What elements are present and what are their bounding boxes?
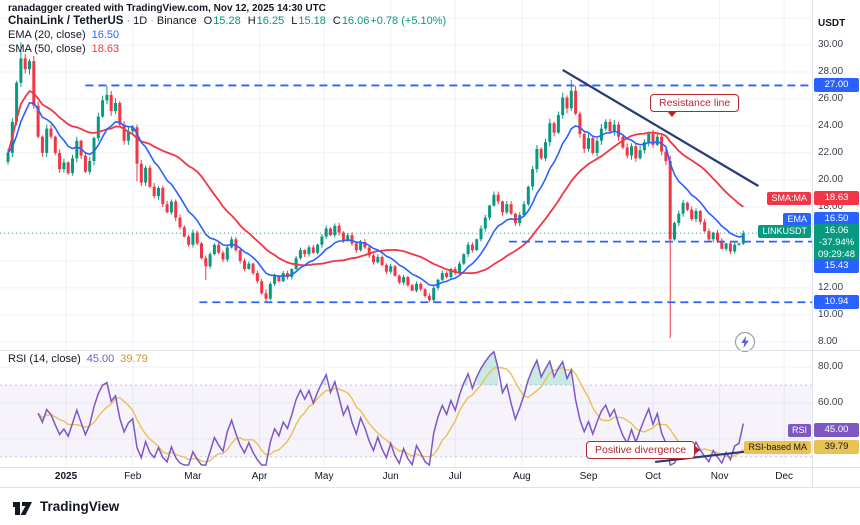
scale-separator (812, 0, 813, 487)
ema-label: EMA (20, close) (8, 29, 86, 41)
price-axis-label: 24.00 (818, 119, 844, 131)
time-axis-label: May (314, 471, 334, 482)
low-value: 15.18 (298, 15, 326, 27)
time-axis-label: Oct (645, 471, 661, 482)
separator-dot: · (150, 15, 154, 27)
series-name-tag: RSI-based MA (744, 440, 811, 454)
series-name-tag: SMA:MA (767, 191, 811, 205)
series-name-tag: LINKUSDT (758, 224, 811, 238)
high-value: 16.25 (256, 15, 285, 27)
symbol-legend-row[interactable]: ChainLink / TetherUS · 1D · Binance O15.28 H16… (8, 15, 446, 28)
price-axis-badge: 15.43 (814, 259, 859, 273)
pane-separator[interactable] (0, 350, 860, 351)
ema-20-line[interactable] (7, 101, 744, 287)
ema-value: 16.50 (91, 29, 120, 41)
sma-value: 18.63 (91, 43, 120, 55)
time-axis-label: Mar (184, 471, 202, 482)
price-axis-badge: 16.50 (814, 212, 859, 226)
positive-divergence-callout[interactable]: Positive divergence (586, 441, 701, 459)
time-axis-label: 2025 (54, 471, 78, 482)
interval-label: 1D (133, 15, 148, 27)
footer-separator (0, 487, 860, 488)
series-name-tag: RSI (787, 423, 811, 437)
price-axis-label: 26.00 (818, 92, 844, 104)
price-axis-badge: 27.00 (814, 78, 859, 93)
rsi-label: RSI (14, close) (8, 353, 81, 365)
ema-legend-row[interactable]: EMA (20, close) 16.50 (8, 29, 446, 42)
price-axis-label: 8.00 (818, 335, 838, 347)
rsi-legend-row[interactable]: RSI (14, close) 45.00 39.79 (8, 353, 148, 365)
rsi-axis-label: 80.00 (818, 360, 844, 372)
price-axis-label: 20.00 (818, 173, 844, 185)
candlestick-chart[interactable] (0, 0, 812, 350)
price-axis-badge: 10.94 (814, 295, 859, 310)
open-label: O (203, 15, 213, 27)
price-axis-label: 22.00 (818, 146, 844, 158)
open-value: 15.28 (213, 15, 241, 27)
rsi-line[interactable] (37, 350, 745, 467)
price-axis-badge: 18.63 (814, 191, 859, 206)
symbol-title: ChainLink / TetherUS (8, 15, 124, 27)
rsi-axis-label: 60.00 (818, 396, 844, 408)
time-axis-label: Jun (382, 471, 399, 482)
footer-bar: TradingView (0, 488, 860, 525)
series-name-tag: EMA (783, 212, 811, 226)
low-label: L (291, 15, 298, 27)
sma-label: SMA (50, close) (8, 43, 86, 55)
price-scale[interactable]: USDT 30.00 28.00 26.00 24.00 22.00 20.00 18.00… (813, 0, 860, 487)
tradingview-logo-icon[interactable] (12, 498, 33, 516)
chart-legend: ChainLink / TetherUS · 1D · Binance O15.28 H16… (8, 15, 446, 57)
change-value: +0.78 (+5.10%) (370, 15, 447, 27)
time-axis-label: Aug (512, 471, 531, 482)
close-value: 16.06 (341, 15, 370, 27)
close-label: C (332, 15, 341, 27)
price-chart-pane[interactable] (0, 0, 812, 350)
price-axis-label: 28.00 (818, 65, 844, 77)
price-axis-label: 30.00 (818, 38, 844, 50)
divergence-trendline[interactable] (655, 448, 761, 464)
price-scale-unit: USDT (818, 18, 846, 29)
rsi-ma-value: 39.79 (120, 353, 148, 365)
sma-50-line[interactable] (7, 89, 744, 275)
high-label: H (247, 15, 256, 27)
price-axis-label: 10.00 (818, 308, 844, 320)
price-axis-badge: 45.00 (814, 423, 859, 437)
time-axis-label: Sep (579, 471, 598, 482)
separator-dot: · (126, 15, 131, 27)
tradingview-logo-text[interactable]: TradingView (40, 499, 120, 514)
price-axis-label: 12.00 (818, 281, 844, 293)
resistance-trendline[interactable] (562, 68, 759, 187)
time-axis-label: Jul (448, 471, 462, 482)
exchange-label: Binance (156, 15, 197, 27)
lightning-bolt (741, 335, 749, 349)
price-axis-label: 18.00 (818, 200, 844, 212)
price-axis-badge: 39.79 (814, 440, 859, 454)
sma-legend-row[interactable]: SMA (50, close) 18.63 (8, 43, 446, 56)
time-axis-label: Feb (124, 471, 142, 482)
rsi-value: 45.00 (86, 353, 115, 365)
axis-separator (0, 467, 860, 468)
time-axis-label: Dec (775, 471, 794, 482)
time-axis-label: Nov (710, 471, 729, 482)
chart-attribution: ranadagger created with TradingView.com,… (8, 3, 326, 14)
time-axis[interactable]: 2025 Feb Mar Apr May Jun Jul Aug Sep Oct Nov Dec (0, 467, 812, 487)
price-axis-badge: 16.06 -37.94% 09:29:48 (814, 224, 859, 262)
candlestick-series (6, 42, 745, 338)
quick-trade-lightning-icon[interactable] (734, 331, 756, 353)
time-axis-label: Apr (251, 471, 268, 482)
resistance-line-callout[interactable]: Resistance line (650, 94, 740, 117)
